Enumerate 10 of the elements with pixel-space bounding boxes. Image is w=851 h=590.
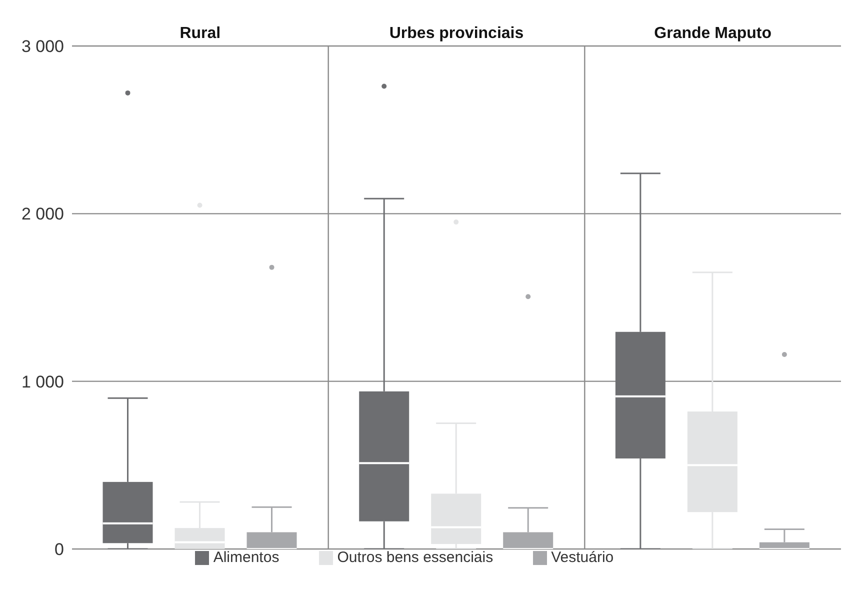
y-tick-label: 2 000	[21, 204, 64, 224]
x-tick-label: Grande Maputo	[654, 25, 772, 42]
legend-label: Outros bens essenciais	[337, 549, 494, 566]
legend-label: Vestuário	[551, 549, 614, 566]
x-tick-label: Urbes provinciais	[389, 25, 524, 42]
y-tick-label: 0	[54, 540, 64, 560]
x-tick-label: Rural	[180, 25, 221, 42]
legend-label: Alimentos	[213, 549, 280, 566]
y-tick-label: 1 000	[21, 372, 64, 392]
y-tick-label: 3 000	[21, 37, 64, 56]
